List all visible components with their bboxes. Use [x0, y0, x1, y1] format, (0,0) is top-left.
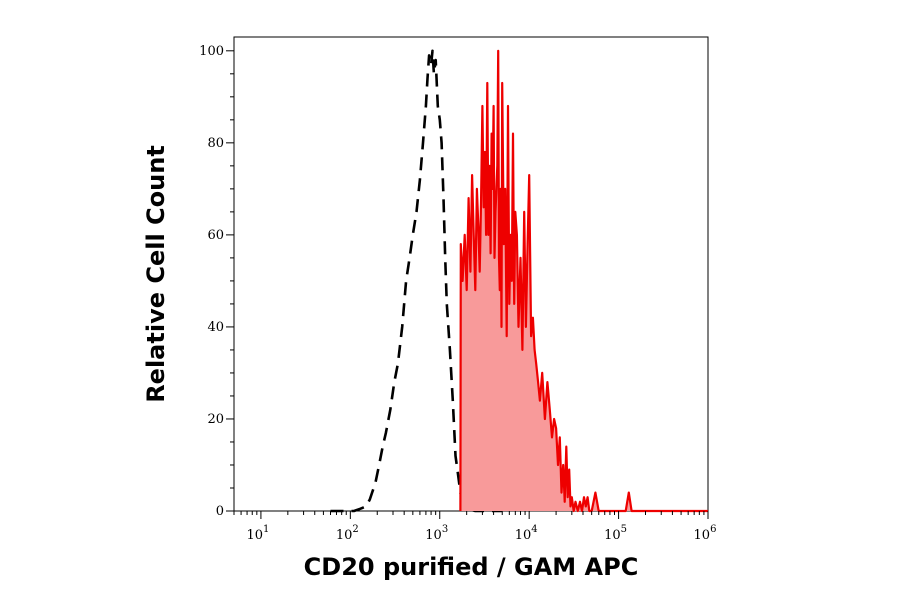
y-tick-label: 60 [207, 228, 224, 243]
series-area-1 [460, 50, 708, 512]
y-tick-label: 0 [216, 504, 224, 519]
x-tick-label: 101 [246, 524, 269, 543]
series-line-1 [459, 49, 708, 513]
x-tick-label: 105 [604, 524, 627, 543]
x-tick-label: 102 [336, 524, 359, 543]
y-tick-label: 40 [207, 320, 224, 335]
x-tick-label: 104 [515, 524, 538, 543]
y-axis-title: Relative Cell Count [142, 145, 170, 403]
series-layer [330, 49, 708, 513]
y-tick-label: 100 [199, 44, 224, 59]
x-axis-title: CD20 purified / GAM APC [304, 553, 639, 581]
y-axis: 0 20 40 60 80 100 [199, 44, 234, 519]
x-tick-label: 103 [425, 524, 448, 543]
x-axis: 101 102 103 104 105 106 [233, 511, 717, 543]
x-tick-label: 106 [694, 524, 717, 543]
y-tick-label: 80 [207, 136, 224, 151]
y-tick-label: 20 [207, 412, 224, 427]
